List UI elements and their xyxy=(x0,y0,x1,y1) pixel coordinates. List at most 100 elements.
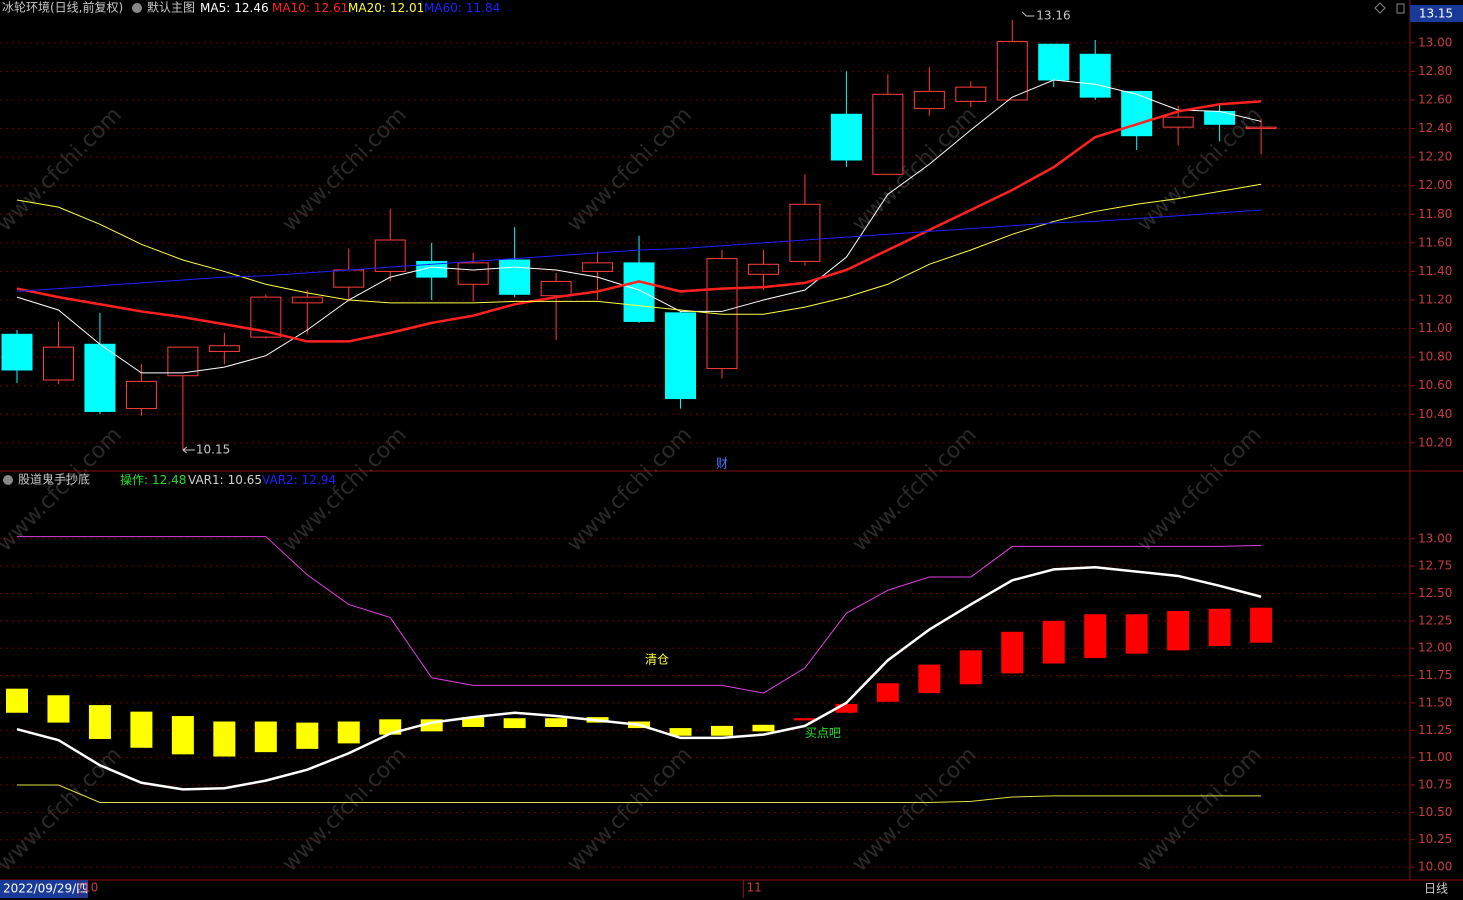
legend-label: MA60: xyxy=(424,1,462,15)
legend-item: MA5: 12.46 xyxy=(200,1,269,15)
y-tick-label: 12.00 xyxy=(1418,178,1452,192)
candle-body xyxy=(42,346,74,381)
series-line xyxy=(16,183,1262,315)
candle-body xyxy=(623,262,655,322)
y-tick-label: 12.75 xyxy=(1418,559,1452,573)
signal-label: 买点吧 xyxy=(805,726,841,740)
indicator-title: 股道鬼手抄底 xyxy=(18,472,90,487)
legend-item: MA10: 12.61 xyxy=(272,1,348,15)
x-tick-label: 10 xyxy=(83,881,98,895)
signal-bar xyxy=(1084,614,1107,659)
signal-bar xyxy=(1125,614,1148,654)
signal-bar xyxy=(1208,608,1231,646)
signal-bar xyxy=(296,722,319,749)
y-tick-label: 10.50 xyxy=(1418,805,1452,819)
signal-bar xyxy=(337,721,360,744)
candle-body xyxy=(996,40,1028,101)
signal-bar xyxy=(503,718,526,729)
series-line xyxy=(17,784,1262,803)
signal-bar xyxy=(959,650,982,685)
y-tick-label: 11.20 xyxy=(1418,293,1452,307)
diamond-icon[interactable] xyxy=(1374,2,1386,14)
y-tick-label: 12.25 xyxy=(1418,613,1452,627)
candle-body xyxy=(1,333,33,371)
y-tick-label: 10.60 xyxy=(1418,378,1452,392)
candle-body xyxy=(457,262,489,285)
candle-body xyxy=(872,93,904,175)
current-price: 13.15 xyxy=(1419,7,1453,21)
candle-body xyxy=(125,380,157,410)
signal-bar xyxy=(462,717,485,727)
signal-bar xyxy=(1042,620,1065,664)
current-price-box xyxy=(1410,5,1463,22)
legend-value: 10.65 xyxy=(228,473,262,487)
y-tick-label: 10.80 xyxy=(1418,350,1452,364)
candle-body xyxy=(913,90,945,110)
signal-bar xyxy=(88,705,111,740)
legend-value: 12.01 xyxy=(390,1,424,15)
legend-value: 11.84 xyxy=(466,1,500,15)
legend-item: VAR2: 12.94 xyxy=(262,473,336,487)
y-tick-label: 10.75 xyxy=(1418,777,1452,791)
signal-label: 清仓 xyxy=(645,653,669,667)
candle-body xyxy=(789,203,821,262)
candle-body xyxy=(416,260,448,278)
menu-icon[interactable] xyxy=(132,3,142,13)
candle-body xyxy=(830,113,862,161)
candle-body xyxy=(665,312,697,400)
signal-bar xyxy=(1001,631,1024,674)
main-label: 默认主图 xyxy=(147,0,195,15)
y-tick-label: 11.75 xyxy=(1418,668,1452,682)
signal-bar xyxy=(710,725,733,736)
candle-body xyxy=(1245,126,1277,130)
legend-label: 操作: xyxy=(120,472,148,487)
candle-body xyxy=(499,259,531,295)
window-icon[interactable] xyxy=(1396,3,1405,14)
legend-label: MA10: xyxy=(272,1,310,15)
menu-icon[interactable] xyxy=(3,475,13,485)
y-tick-label: 11.80 xyxy=(1418,207,1452,221)
candle-body xyxy=(208,345,240,352)
y-tick-label: 12.40 xyxy=(1418,121,1452,135)
signal-bar xyxy=(545,718,568,727)
signal-bar xyxy=(793,718,816,721)
series-line xyxy=(17,536,1262,694)
y-tick-label: 12.20 xyxy=(1418,150,1452,164)
signal-bar xyxy=(6,688,28,713)
date-box xyxy=(0,880,88,898)
y-tick-label: 13.00 xyxy=(1418,531,1452,545)
candle-body xyxy=(706,258,738,370)
legend-label: MA20: xyxy=(348,1,386,15)
signal-bar xyxy=(835,704,858,713)
legend-value: 12.94 xyxy=(302,473,336,487)
signal-bar xyxy=(47,695,70,723)
candle-body xyxy=(1079,53,1111,98)
legend-item: MA20: 12.01 xyxy=(348,1,424,15)
x-tick-label: 11 xyxy=(746,881,761,895)
period-label[interactable]: 日线 xyxy=(1424,882,1448,896)
candle-body xyxy=(747,263,779,275)
y-tick-label: 11.00 xyxy=(1418,750,1452,764)
y-tick-label: 11.25 xyxy=(1418,723,1452,737)
candle-body xyxy=(250,296,282,338)
y-tick-label: 13.00 xyxy=(1418,35,1452,49)
signal-bar xyxy=(130,711,153,748)
high-label: 13.16 xyxy=(1036,9,1070,23)
signal-bar xyxy=(669,728,692,736)
candle-body xyxy=(540,280,572,297)
y-tick-label: 11.00 xyxy=(1418,321,1452,335)
legend-label: VAR2: xyxy=(262,473,298,487)
series-line xyxy=(16,565,1262,791)
signal-bar xyxy=(171,716,194,755)
y-tick-label: 10.40 xyxy=(1418,407,1452,421)
candle-body xyxy=(374,239,406,272)
signal-bar xyxy=(918,664,941,694)
signal-bar xyxy=(254,721,277,753)
legend-value: 12.46 xyxy=(234,1,268,15)
candle-body xyxy=(955,86,987,102)
signal-bar xyxy=(213,721,236,757)
candle-body xyxy=(1204,110,1236,125)
y-tick-label: 11.40 xyxy=(1418,264,1452,278)
